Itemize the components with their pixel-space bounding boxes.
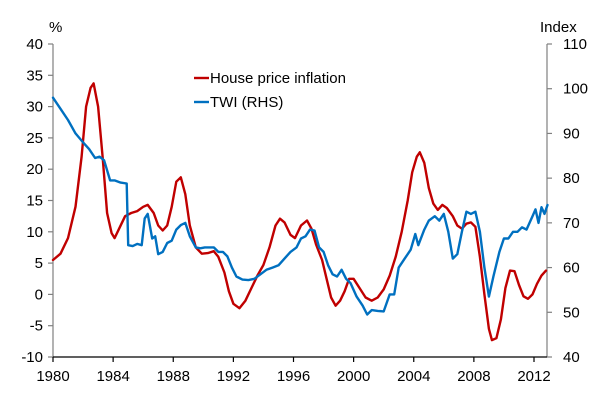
right-tick-label: 50 xyxy=(563,304,580,321)
right-tick-label: 60 xyxy=(563,260,580,277)
left-tick-label: 15 xyxy=(26,193,43,210)
right-tick-label: 110 xyxy=(563,36,587,53)
legend-item-twi: TWI (RHS) xyxy=(194,94,283,111)
right-tick-label: 40 xyxy=(563,349,580,366)
x-tick-label: 1980 xyxy=(36,368,69,385)
legend: House price inflation TWI (RHS) xyxy=(194,70,346,111)
x-ticks: 1980 1984 1988 1992 1996 2000 2004 2008 2012 xyxy=(36,357,551,385)
series-line-twi xyxy=(51,96,549,316)
right-tick-label: 80 xyxy=(563,170,580,187)
x-tick-label: 2008 xyxy=(457,368,490,385)
left-y-ticks: -10 -5 0 5 10 15 20 25 30 35 40 xyxy=(21,36,53,366)
right-tick-label: 100 xyxy=(563,81,588,98)
x-tick-label: 1984 xyxy=(96,368,129,385)
x-tick-label: 1996 xyxy=(277,368,310,385)
x-tick-label: 2000 xyxy=(337,368,370,385)
left-tick-label: -5 xyxy=(30,318,43,335)
left-axis-unit-label: % xyxy=(49,19,62,36)
legend-item-house-price-inflation: House price inflation xyxy=(194,70,346,87)
left-tick-label: -10 xyxy=(21,349,43,366)
left-tick-label: 40 xyxy=(26,36,43,53)
x-tick-label: 2012 xyxy=(517,368,550,385)
legend-label-house-price-inflation: House price inflation xyxy=(210,70,346,87)
x-tick-label: 2004 xyxy=(397,368,430,385)
left-tick-label: 10 xyxy=(26,224,43,241)
left-tick-label: 20 xyxy=(26,161,43,178)
left-tick-label: 30 xyxy=(26,99,43,116)
right-y-ticks: 40 50 60 70 80 90 100 110 xyxy=(547,36,588,366)
x-tick-label: 1992 xyxy=(217,368,250,385)
left-tick-label: 0 xyxy=(35,286,43,303)
left-tick-label: 35 xyxy=(26,67,43,84)
left-tick-label: 5 xyxy=(35,255,43,272)
x-tick-label: 1988 xyxy=(157,368,190,385)
series-layer xyxy=(51,82,549,342)
right-tick-label: 70 xyxy=(563,215,580,232)
right-axis-unit-label: Index xyxy=(540,19,577,36)
right-tick-label: 90 xyxy=(563,125,580,142)
left-tick-label: 25 xyxy=(26,130,43,147)
legend-label-twi: TWI (RHS) xyxy=(210,94,283,111)
